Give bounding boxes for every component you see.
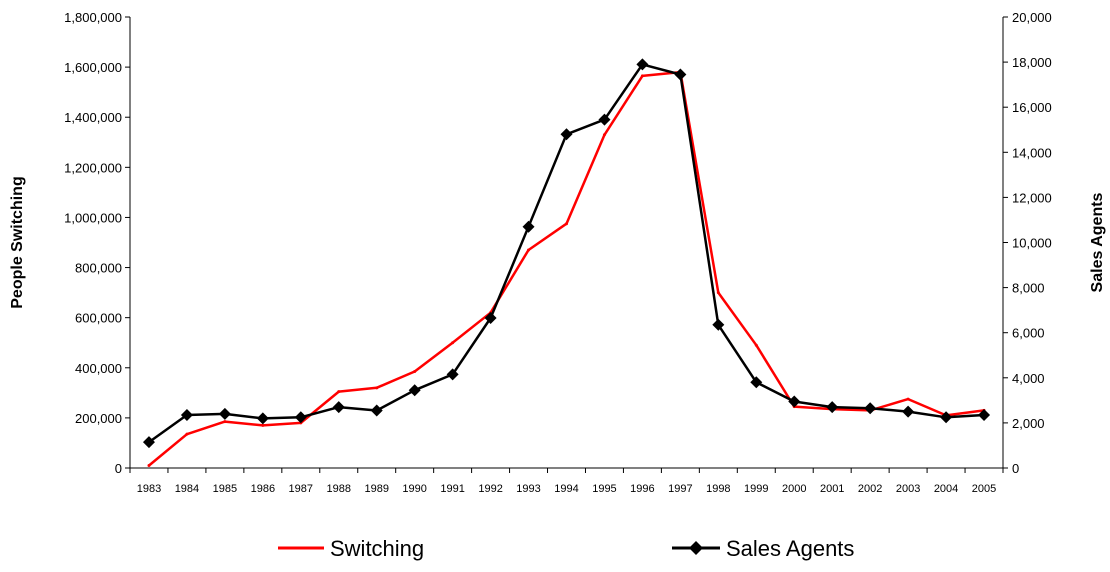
data-point-sales-agents — [788, 395, 801, 408]
data-point-sales-agents — [370, 404, 383, 417]
legend-label-sales-agents: Sales Agents — [726, 536, 854, 561]
legend-label-switching: Switching — [330, 536, 424, 561]
y-left-tick-label: 1,200,000 — [64, 160, 122, 175]
data-point-sales-agents — [408, 384, 421, 397]
series-sales-agents — [142, 58, 991, 449]
x-tick-label: 2005 — [972, 483, 996, 495]
x-tick-label: 1990 — [402, 483, 426, 495]
data-point-sales-agents — [902, 405, 915, 418]
y-left-tick-label: 600,000 — [75, 311, 122, 326]
data-point-sales-agents — [712, 318, 725, 331]
data-point-switching — [754, 343, 758, 347]
data-point-switching — [602, 133, 606, 137]
y-left-tick-label: 800,000 — [75, 261, 122, 276]
y-left-tick-label: 1,400,000 — [64, 110, 122, 125]
x-tick-label: 1994 — [554, 483, 578, 495]
data-point-switching — [185, 432, 189, 436]
x-tick-label: 2004 — [934, 483, 958, 495]
legend-marker-sales-agents — [689, 541, 703, 555]
x-tick-label: 1986 — [251, 483, 275, 495]
x-tick-label: 2003 — [896, 483, 920, 495]
data-point-sales-agents — [142, 436, 155, 449]
data-point-sales-agents — [446, 368, 459, 381]
data-point-sales-agents — [940, 411, 953, 424]
data-point-sales-agents — [864, 402, 877, 415]
data-point-sales-agents — [180, 409, 193, 422]
y-right-tick-label: 4,000 — [1012, 371, 1045, 386]
y-right-tick-label: 6,000 — [1012, 326, 1045, 341]
data-point-sales-agents — [826, 401, 839, 414]
y-right-tick-label: 12,000 — [1012, 190, 1052, 205]
y-right-tick-label: 18,000 — [1012, 55, 1052, 70]
data-point-switching — [375, 386, 379, 390]
legend-item-switching: Switching — [278, 536, 424, 561]
x-tick-label: 1997 — [668, 483, 692, 495]
x-tick-label: 1984 — [175, 483, 199, 495]
y-left-tick-label: 1,800,000 — [64, 10, 122, 25]
data-point-switching — [261, 423, 265, 427]
x-tick-label: 1996 — [630, 483, 654, 495]
data-point-switching — [337, 390, 341, 394]
data-point-switching — [147, 463, 151, 467]
data-point-switching — [223, 420, 227, 424]
x-tick-label: 1998 — [706, 483, 730, 495]
y-left-tick-label: 1,000,000 — [64, 210, 122, 225]
data-point-sales-agents — [560, 128, 573, 141]
y-left-tick-label: 200,000 — [75, 411, 122, 426]
data-point-switching — [413, 370, 417, 374]
y-axis-right-title: Sales Agents — [1089, 192, 1106, 292]
data-point-sales-agents — [674, 68, 687, 81]
x-tick-label: 1985 — [213, 483, 237, 495]
y-right-tick-label: 2,000 — [1012, 416, 1045, 431]
x-tick-label: 1988 — [327, 483, 351, 495]
series-layer — [142, 58, 991, 467]
data-point-switching — [527, 248, 531, 252]
x-tick-label: 1992 — [478, 483, 502, 495]
x-tick-label: 1983 — [137, 483, 161, 495]
data-point-switching — [640, 74, 644, 78]
legend-item-sales-agents: Sales Agents — [672, 536, 854, 561]
data-point-switching — [906, 397, 910, 401]
x-tick-label: 1995 — [592, 483, 616, 495]
x-tick-label: 1999 — [744, 483, 768, 495]
x-tick-label: 2000 — [782, 483, 806, 495]
data-point-sales-agents — [256, 412, 269, 425]
data-point-sales-agents — [218, 407, 231, 420]
y-right-tick-label: 8,000 — [1012, 281, 1045, 296]
y-right-tick-label: 16,000 — [1012, 100, 1052, 115]
y-right-tick-label: 14,000 — [1012, 145, 1052, 160]
data-point-sales-agents — [978, 409, 991, 422]
legend: Switching Sales Agents — [278, 536, 854, 561]
data-point-sales-agents — [332, 401, 345, 414]
series-line-sales-agents — [148, 63, 985, 444]
data-point-sales-agents — [294, 411, 307, 424]
data-point-switching — [716, 291, 720, 295]
x-tick-label: 1993 — [516, 483, 540, 495]
data-point-sales-agents — [636, 58, 649, 71]
y-right-tick-label: 20,000 — [1012, 10, 1052, 25]
data-point-sales-agents — [484, 312, 497, 325]
y-axis-left-title: People Switching — [9, 176, 26, 308]
x-tick-label: 2002 — [858, 483, 882, 495]
y-left-tick-label: 400,000 — [75, 361, 122, 376]
x-tick-label: 1991 — [440, 483, 464, 495]
data-point-sales-agents — [522, 220, 535, 233]
x-tick-label: 2001 — [820, 483, 844, 495]
y-right-tick-label: 0 — [1012, 461, 1019, 476]
data-point-switching — [565, 222, 568, 226]
data-point-switching — [451, 341, 455, 345]
x-tick-label: 1987 — [289, 483, 313, 495]
y-left-tick-label: 1,600,000 — [64, 60, 122, 75]
data-point-sales-agents — [598, 113, 611, 126]
y-right-tick-label: 10,000 — [1012, 236, 1052, 251]
chart-axes: 0 200,000 400,000 600,000 800,000 1,000,000 1,… — [64, 10, 1052, 495]
data-point-sales-agents — [750, 376, 763, 389]
x-tick-label: 1989 — [364, 483, 388, 495]
y-left-tick-label: 0 — [115, 461, 122, 476]
